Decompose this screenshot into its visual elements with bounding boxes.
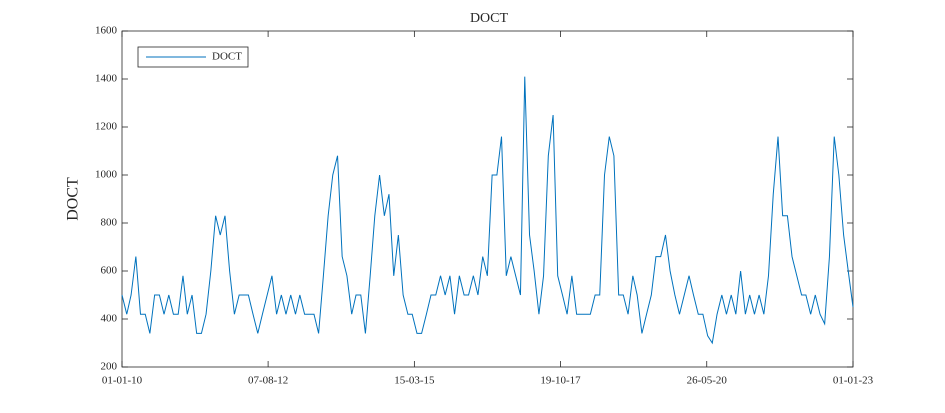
x-tick-label: 01-01-23 [833, 375, 874, 387]
x-tick-label: 01-01-10 [102, 375, 143, 387]
y-axis-label: DOCT [65, 177, 82, 221]
y-tick-label: 1400 [95, 73, 118, 85]
plot-area [121, 30, 854, 368]
legend-label: DOCT [212, 51, 242, 63]
y-tick-label: 1200 [95, 121, 118, 133]
x-tick-label: 26-05-20 [687, 375, 728, 387]
y-tick-label: 1600 [95, 25, 118, 37]
y-tick-label: 1000 [95, 169, 118, 181]
y-tick-label: 600 [101, 265, 118, 277]
x-tick-label: 19-10-17 [540, 375, 581, 387]
y-tick-label: 400 [101, 313, 118, 325]
y-tick-label: 200 [101, 361, 118, 373]
chart-title: DOCT [470, 11, 509, 26]
x-tick-label: 07-08-12 [248, 375, 288, 387]
y-tick-label: 800 [101, 217, 118, 229]
data-line [121, 76, 854, 345]
x-tick-label: 15-03-15 [394, 375, 435, 387]
